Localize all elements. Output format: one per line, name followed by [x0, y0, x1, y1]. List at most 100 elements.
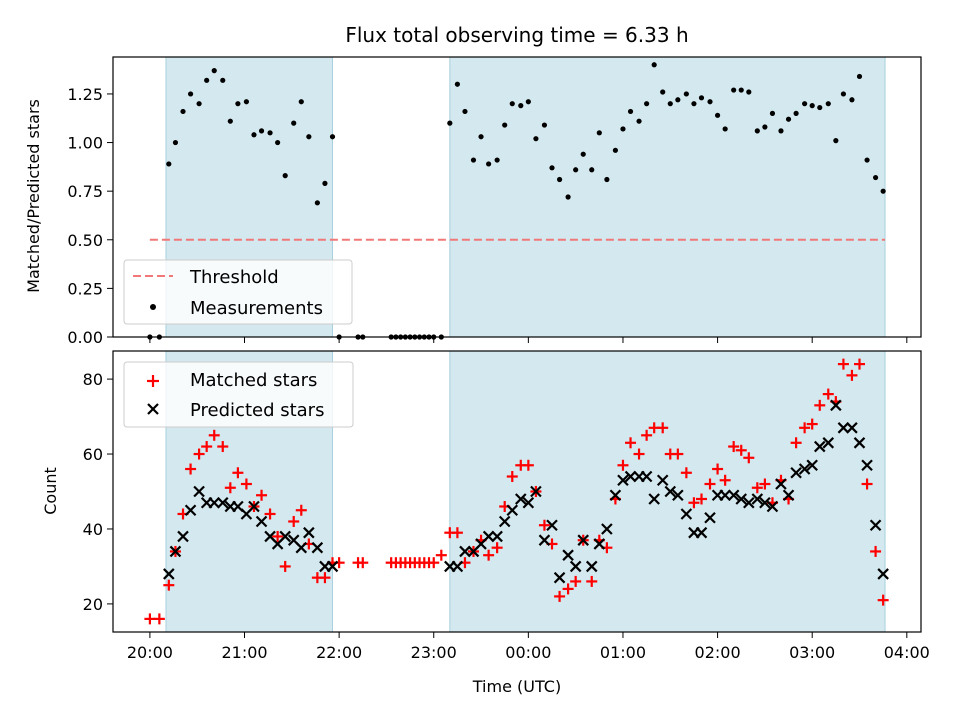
predicted-star-point — [279, 530, 291, 543]
predicted-star-point-stroke-b — [766, 500, 779, 513]
matched-star-point — [193, 448, 205, 460]
measurement-point — [627, 108, 634, 115]
predicted-star-point — [664, 485, 677, 498]
measurement-point — [872, 174, 879, 181]
predicted-star-point — [806, 459, 818, 472]
predicted-star-point-stroke-b — [775, 478, 787, 490]
predicted-star-point-stroke-b — [553, 571, 566, 584]
predicted-star-point-stroke-b — [577, 534, 590, 546]
predicted-star-point — [837, 422, 850, 434]
predicted-star-point-stroke-b — [177, 530, 189, 543]
measurement-point — [502, 122, 508, 128]
measurement-point — [612, 147, 618, 153]
ratio-panel: Matched/Predicted stars 0.00 0.25 0.50 0.75… — [24, 56, 922, 347]
top-ytick-label: 1.00 — [67, 134, 103, 153]
measurement-point — [478, 134, 484, 140]
measurement-point — [447, 120, 453, 126]
measurement-point — [462, 108, 468, 115]
predicted-star-point-stroke-b — [672, 489, 684, 502]
predicted-star-point — [680, 508, 693, 520]
matched-star-point — [790, 437, 802, 449]
matched-star-point — [641, 429, 653, 441]
measurement-point — [840, 91, 847, 97]
matched-star-point — [822, 388, 834, 400]
predicted-star-point — [169, 545, 182, 558]
measurement-point — [596, 130, 602, 136]
matched-star-point — [451, 527, 463, 539]
measurement-point — [258, 128, 265, 134]
matched-star-point — [870, 545, 882, 557]
figure-title: Flux total observing time = 6.33 h — [345, 23, 688, 47]
xtick-label: 02:00 — [695, 643, 741, 662]
measurement-point — [486, 161, 492, 167]
legend-predicted-swatch — [147, 403, 159, 415]
matched-star-point — [163, 579, 175, 591]
measurement-point — [549, 165, 555, 171]
matched-star-point — [279, 560, 291, 572]
measurement-point — [762, 124, 768, 130]
predicted-star-point-stroke-b — [782, 489, 795, 502]
measurement-point — [180, 108, 186, 115]
measurement-point — [793, 110, 799, 116]
measurement-point — [636, 118, 642, 124]
x-axis-label: Time (UTC) — [472, 677, 561, 696]
matched-star-point — [672, 448, 684, 460]
predicted-star-point — [624, 470, 637, 483]
predicted-star-point-stroke-b — [813, 440, 826, 453]
predicted-star-point-stroke-b — [255, 515, 268, 528]
measurement-point — [172, 139, 179, 146]
predicted-star-point — [193, 485, 205, 498]
predicted-star-point-stroke-b — [617, 474, 629, 487]
top-ytick-label: 1.25 — [67, 85, 103, 104]
predicted-star-point — [530, 485, 542, 498]
top-plot-frame — [112, 56, 922, 338]
predicted-star-point-stroke-b — [790, 466, 802, 479]
matched-star-point — [240, 478, 252, 490]
bottom-ylabel: Count — [41, 467, 60, 515]
measurement-point — [211, 68, 217, 74]
predicted-star-point — [577, 534, 590, 546]
predicted-star-point — [208, 496, 221, 509]
measurement-point — [251, 132, 257, 138]
predicted-star-point — [656, 474, 669, 487]
bottom-ytick-label: 60 — [83, 445, 103, 464]
predicted-star-point-stroke-b — [822, 437, 835, 449]
matched-star-point — [617, 459, 629, 471]
legend-threshold-label: Threshold — [189, 267, 279, 288]
matched-star-point — [506, 471, 518, 483]
measurement-point — [856, 73, 863, 80]
matched-star-point — [712, 463, 724, 475]
predicted-star-point — [672, 489, 684, 502]
measurement-point — [722, 126, 728, 132]
matched-star-point — [562, 583, 574, 595]
matched-star-point — [861, 478, 873, 490]
measurement-point — [651, 62, 657, 68]
predicted-star-point — [861, 459, 873, 472]
matched-star-point — [201, 441, 213, 453]
measurement-point — [754, 128, 760, 134]
predicted-star-point — [255, 515, 268, 528]
predicted-star-point — [782, 489, 795, 502]
predicted-star-point — [451, 560, 464, 573]
measurement-point — [880, 188, 886, 194]
top-ytick-label: 0.75 — [67, 182, 103, 201]
measurement-point — [470, 157, 477, 163]
predicted-star-point — [515, 493, 527, 505]
legend-measurements-swatch — [150, 304, 156, 310]
predicted-star-point — [295, 541, 308, 554]
measurement-point — [166, 161, 172, 167]
measurement-point — [731, 87, 737, 93]
predicted-star-point — [813, 440, 826, 453]
predicted-star-point — [775, 478, 787, 490]
top-ytick-label: 0.25 — [67, 279, 103, 298]
matched-star-point — [538, 519, 550, 531]
predicted-star-point — [216, 496, 229, 509]
predicted-star-point-stroke-b — [569, 560, 582, 573]
measurement-point — [275, 139, 281, 146]
measurement-point — [454, 81, 460, 87]
predicted-star-point — [506, 504, 519, 517]
predicted-star-point — [491, 530, 503, 543]
predicted-star-point-stroke-b — [515, 493, 527, 505]
predicted-star-point-stroke-b — [326, 560, 339, 573]
matched-star-point — [554, 590, 566, 602]
